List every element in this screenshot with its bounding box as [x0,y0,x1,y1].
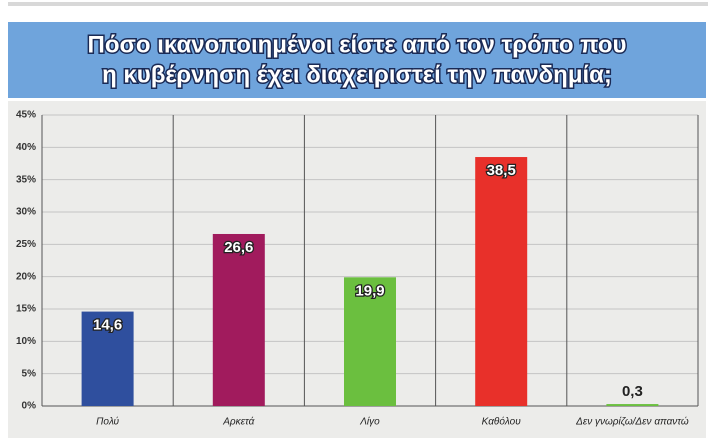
top-strip [8,2,708,6]
x-tick-label: Αρκετά [222,416,254,428]
x-tick-label: Πολύ [96,416,119,428]
x-tick-label: Καθόλου [482,416,522,428]
y-tick-label: 20% [16,271,36,282]
x-tick-label: Δεν γνωρίζω/Δεν απαντώ [575,416,689,428]
value-label: 0,3 [622,383,643,400]
bar [475,157,528,406]
y-tick-label: 45% [16,110,36,121]
value-label: 19,9 [355,282,384,299]
chart-title: Πόσο ικανοποιημένοι είστε από τον τρόπο … [88,31,627,58]
y-tick-label: 5% [22,368,37,379]
bar [344,277,396,406]
value-label: 14,6 [93,317,122,334]
bar [81,311,134,406]
title-banner [8,22,706,98]
y-tick-label: 10% [16,336,36,347]
bar [212,233,265,406]
y-tick-label: 25% [16,239,36,250]
y-tick-label: 40% [16,142,36,153]
y-tick-label: 0% [22,401,37,412]
chart-title: η κυβέρνηση έχει διαχειριστεί την πανδημ… [102,61,612,88]
y-tick-label: 35% [16,174,36,185]
value-label: 38,5 [487,162,516,179]
x-tick-label: Λίγο [359,416,380,428]
value-label: 26,6 [224,239,253,256]
y-tick-label: 30% [16,207,36,218]
bar [606,404,659,406]
y-tick-label: 15% [16,304,36,315]
